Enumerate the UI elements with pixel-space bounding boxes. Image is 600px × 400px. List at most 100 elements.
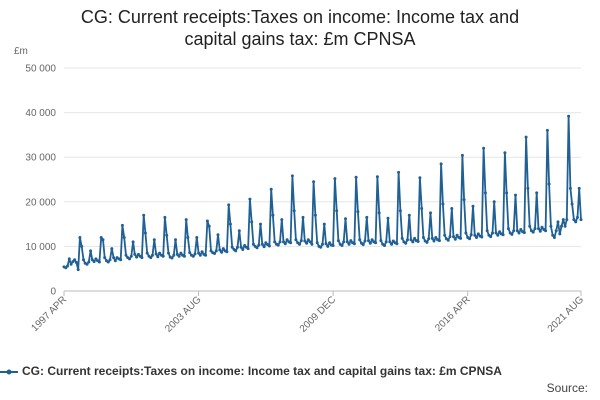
data-point — [163, 215, 167, 219]
data-point — [354, 175, 358, 179]
data-point — [324, 242, 328, 246]
data-point — [151, 253, 154, 257]
data-point — [306, 238, 310, 242]
data-point — [552, 236, 556, 239]
data-point — [437, 239, 441, 243]
data-point — [184, 218, 188, 222]
x-axis: 1997 APR 2003 AUG 2009 DEC 2016 APR 2021 AUG — [29, 290, 587, 335]
chart-title-line-1: CG: Current receipts:Taxes on income: In… — [80, 7, 520, 27]
data-point — [220, 250, 224, 254]
data-point — [122, 236, 126, 239]
data-point — [468, 237, 471, 241]
data-point — [290, 174, 294, 178]
x-tick-label: 2021 AUG — [546, 294, 587, 335]
data-point — [120, 223, 124, 227]
data-point — [133, 252, 137, 256]
data-point — [349, 239, 353, 243]
x-tick-label: 2009 DEC — [298, 294, 338, 334]
data-point — [310, 242, 314, 246]
data-point — [510, 232, 514, 236]
data-point — [491, 231, 494, 235]
legend-label: CG: Current receipts:Taxes on income: In… — [22, 364, 502, 378]
data-point — [565, 218, 569, 222]
data-point — [514, 193, 517, 197]
data-point — [142, 213, 146, 217]
data-point — [498, 230, 502, 234]
data-point — [464, 231, 468, 235]
data-point — [237, 229, 241, 233]
data-point — [99, 236, 103, 239]
data-point — [368, 241, 372, 245]
data-point — [205, 219, 209, 223]
data-point — [538, 229, 542, 233]
data-point — [255, 246, 259, 250]
data-point — [475, 236, 478, 239]
data-point — [328, 241, 332, 245]
data-point — [239, 245, 243, 249]
data-point — [276, 243, 280, 247]
data-point — [299, 239, 303, 243]
source-label: Source: — [546, 381, 588, 395]
data-point — [570, 202, 574, 206]
data-point — [267, 244, 271, 248]
data-point — [388, 240, 392, 244]
data-point — [441, 202, 445, 206]
data-point — [439, 162, 443, 166]
data-point — [492, 200, 496, 204]
data-point — [87, 260, 91, 264]
data-point — [483, 191, 487, 195]
data-point — [234, 249, 238, 253]
legend[interactable]: CG: Current receipts:Taxes on income: In… — [0, 364, 600, 380]
data-point — [452, 235, 455, 239]
data-point — [158, 251, 162, 255]
y-tick-label: 50 000 — [25, 64, 56, 75]
data-point — [367, 239, 370, 243]
data-point — [416, 240, 420, 243]
data-point — [407, 213, 411, 217]
data-point — [413, 236, 417, 240]
data-point — [455, 233, 459, 237]
data-point — [563, 224, 567, 228]
data-point — [149, 256, 153, 260]
data-point — [577, 186, 581, 190]
data-point — [101, 238, 105, 242]
data-point — [432, 239, 436, 243]
data-point — [473, 233, 477, 237]
data-point — [377, 211, 381, 215]
data-point — [221, 247, 225, 251]
data-point — [80, 244, 84, 248]
data-point — [370, 238, 374, 242]
data-point — [198, 253, 202, 257]
data-point — [152, 238, 156, 242]
data-point — [524, 135, 528, 139]
data-point — [395, 242, 399, 246]
data-point — [298, 242, 301, 246]
chart-title-line-2: capital gains tax: £m CPNSA — [184, 29, 416, 49]
data-point — [319, 245, 323, 249]
data-point — [567, 114, 571, 118]
data-point — [361, 243, 365, 247]
data-point — [363, 239, 367, 243]
data-point — [347, 242, 351, 246]
data-point — [285, 238, 289, 242]
data-point — [195, 236, 199, 239]
data-point — [225, 250, 229, 254]
data-point — [112, 256, 116, 260]
data-point — [283, 242, 287, 246]
data-point — [271, 213, 275, 217]
data-point — [568, 186, 572, 190]
y-tick-label: 40 000 — [25, 108, 56, 119]
data-point — [66, 264, 69, 268]
data-point — [312, 180, 316, 184]
data-point — [294, 238, 298, 242]
y-tick-label: 20 000 — [25, 197, 56, 208]
data-point — [336, 239, 340, 243]
chart-title: CG: Current receipts:Taxes on income: In… — [20, 6, 580, 50]
data-point — [331, 244, 335, 247]
data-point — [230, 245, 234, 249]
data-point — [154, 252, 158, 256]
data-point — [292, 209, 296, 213]
data-point — [344, 217, 347, 221]
x-tick-label: 2003 AUG — [163, 294, 204, 335]
